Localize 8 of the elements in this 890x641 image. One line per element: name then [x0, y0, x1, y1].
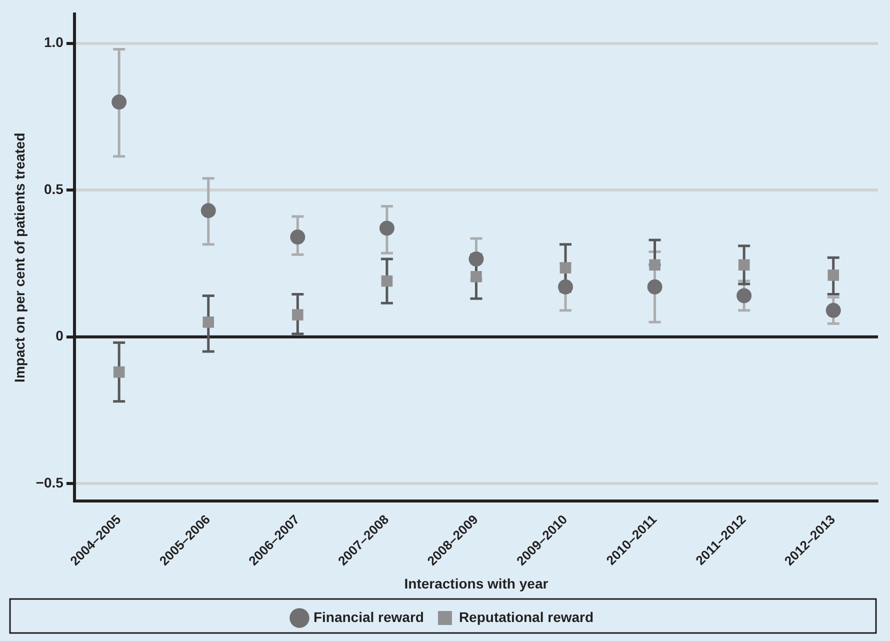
- y-tick-label: 0.5: [44, 180, 64, 197]
- y-axis-title: Impact on per cent of patients treated: [11, 132, 28, 382]
- y-tick-label: −0.5: [36, 474, 64, 490]
- y-tick-label: 1.0: [44, 34, 64, 50]
- y-tick-label: 0: [56, 328, 64, 344]
- legend-label: Reputational reward: [458, 608, 594, 625]
- legend-label: Financial reward: [313, 608, 424, 625]
- x-axis-title: Interactions with year: [404, 575, 549, 592]
